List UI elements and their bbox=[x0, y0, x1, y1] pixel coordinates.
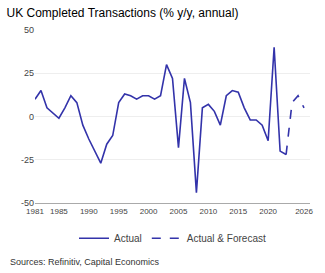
svg-text:-25: -25 bbox=[21, 155, 34, 165]
svg-text:0: 0 bbox=[29, 112, 34, 122]
svg-text:2026: 2026 bbox=[295, 207, 313, 216]
svg-text:2010: 2010 bbox=[199, 207, 217, 216]
svg-text:Actual & Forecast: Actual & Forecast bbox=[187, 233, 266, 244]
svg-text:Sources: Refinitiv, Capital Ec: Sources: Refinitiv, Capital Economics bbox=[10, 257, 159, 267]
svg-text:2015: 2015 bbox=[229, 207, 247, 216]
svg-text:Actual: Actual bbox=[114, 233, 142, 244]
svg-text:UK Completed Transactions (% y: UK Completed Transactions (% y/y, annual… bbox=[7, 6, 239, 20]
svg-text:1990: 1990 bbox=[80, 207, 98, 216]
svg-text:1985: 1985 bbox=[50, 207, 68, 216]
svg-text:2020: 2020 bbox=[259, 207, 277, 216]
svg-text:2000: 2000 bbox=[140, 207, 158, 216]
svg-text:2005: 2005 bbox=[170, 207, 188, 216]
svg-text:25: 25 bbox=[24, 68, 34, 78]
svg-text:1981: 1981 bbox=[26, 207, 44, 216]
svg-text:-50: -50 bbox=[21, 198, 34, 208]
svg-text:1995: 1995 bbox=[110, 207, 128, 216]
svg-text:50: 50 bbox=[24, 25, 34, 35]
